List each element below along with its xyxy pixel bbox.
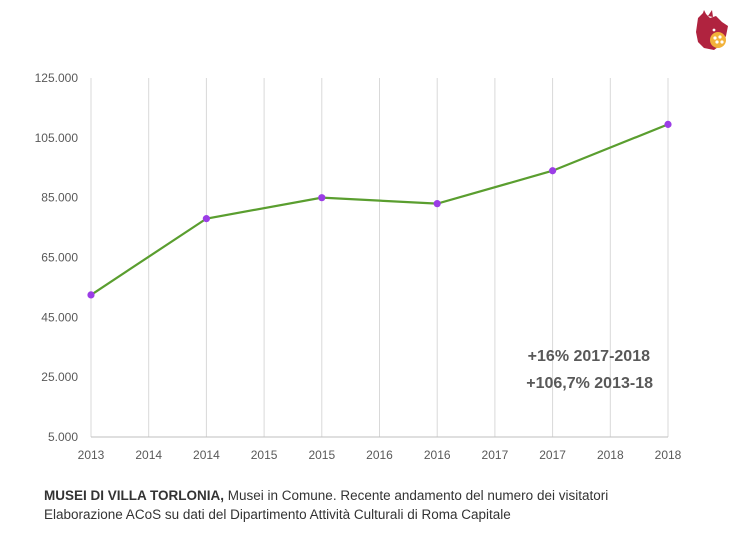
data-point [549,167,557,175]
x-tick-label: 2017 [539,448,566,462]
x-tick-label: 2015 [251,448,278,462]
y-tick-label: 105.000 [35,131,79,145]
x-tick-label: 2017 [482,448,509,462]
x-axis: 2013 2014 2014 2015 2015 2016 2016 2017 2017 2018… [78,448,682,462]
x-tick-label: 2015 [308,448,335,462]
y-tick-label: 65.000 [41,251,78,265]
series-visitors [87,120,672,299]
caption-description: Musei in Comune. Recente andamento del n… [224,488,609,503]
y-tick-label: 5.000 [48,430,78,444]
wolf-logo-icon [696,10,728,50]
y-tick-label: 45.000 [41,310,78,324]
y-tick-label: 25.000 [41,370,78,384]
x-tick-label: 2014 [135,448,162,462]
x-tick-label: 2018 [597,448,624,462]
x-tick-label: 2016 [366,448,393,462]
x-tick-label: 2014 [193,448,220,462]
caption-line-1: MUSEI DI VILLA TORLONIA, Musei in Comune… [44,486,734,505]
grid-lines [90,78,669,438]
data-point [202,215,210,223]
series-line [90,123,669,296]
data-point [318,194,326,202]
y-axis: 125.000 105.000 85.000 65.000 45.000 25.000 5.… [35,71,79,444]
chart-caption: MUSEI DI VILLA TORLONIA, Musei in Comune… [44,486,734,524]
x-tick-label: 2016 [424,448,451,462]
caption-line-2: Elaborazione ACoS su dati del Dipartimen… [44,507,511,522]
data-point [87,291,95,299]
data-point [433,200,441,208]
x-tick-label: 2013 [78,448,105,462]
annotation-growth-2017-2018: +16% 2017-2018 [528,348,650,365]
y-tick-label: 125.000 [35,71,79,85]
annotation-growth-2013-2018: +106,7% 2013-18 [526,375,653,392]
y-tick-label: 85.000 [41,191,78,205]
data-point [664,120,672,128]
x-tick-label: 2018 [655,448,682,462]
caption-title: MUSEI DI VILLA TORLONIA, [44,488,225,503]
